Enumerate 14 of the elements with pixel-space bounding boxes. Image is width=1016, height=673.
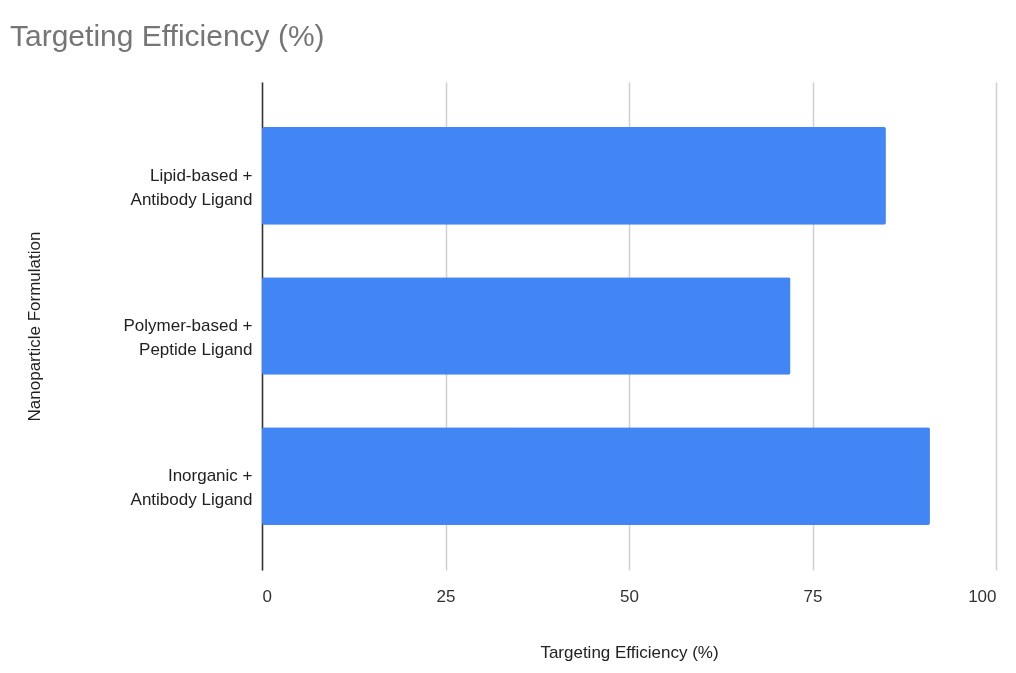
bar	[262, 277, 791, 375]
x-tick-label: 75	[803, 586, 823, 606]
y-tick-label: Lipid-based + Antibody Ligand	[130, 165, 253, 209]
x-tick-label: 25	[436, 586, 456, 606]
x-tick-label: 50	[620, 586, 639, 606]
bar	[262, 127, 886, 225]
bar	[262, 427, 930, 525]
y-axis-title: Nanoparticle Formulation	[24, 231, 44, 422]
x-tick-label: 0	[262, 586, 272, 606]
x-tick-label: 100	[968, 586, 997, 606]
y-tick-label: Polymer-based + Peptide Ligand	[123, 316, 253, 359]
x-axis-title: Targeting Efficiency (%)	[540, 642, 719, 662]
chart-title: Targeting Efficiency (%)	[10, 19, 325, 52]
y-tick-label: Inorganic + Antibody Ligand	[130, 466, 253, 510]
